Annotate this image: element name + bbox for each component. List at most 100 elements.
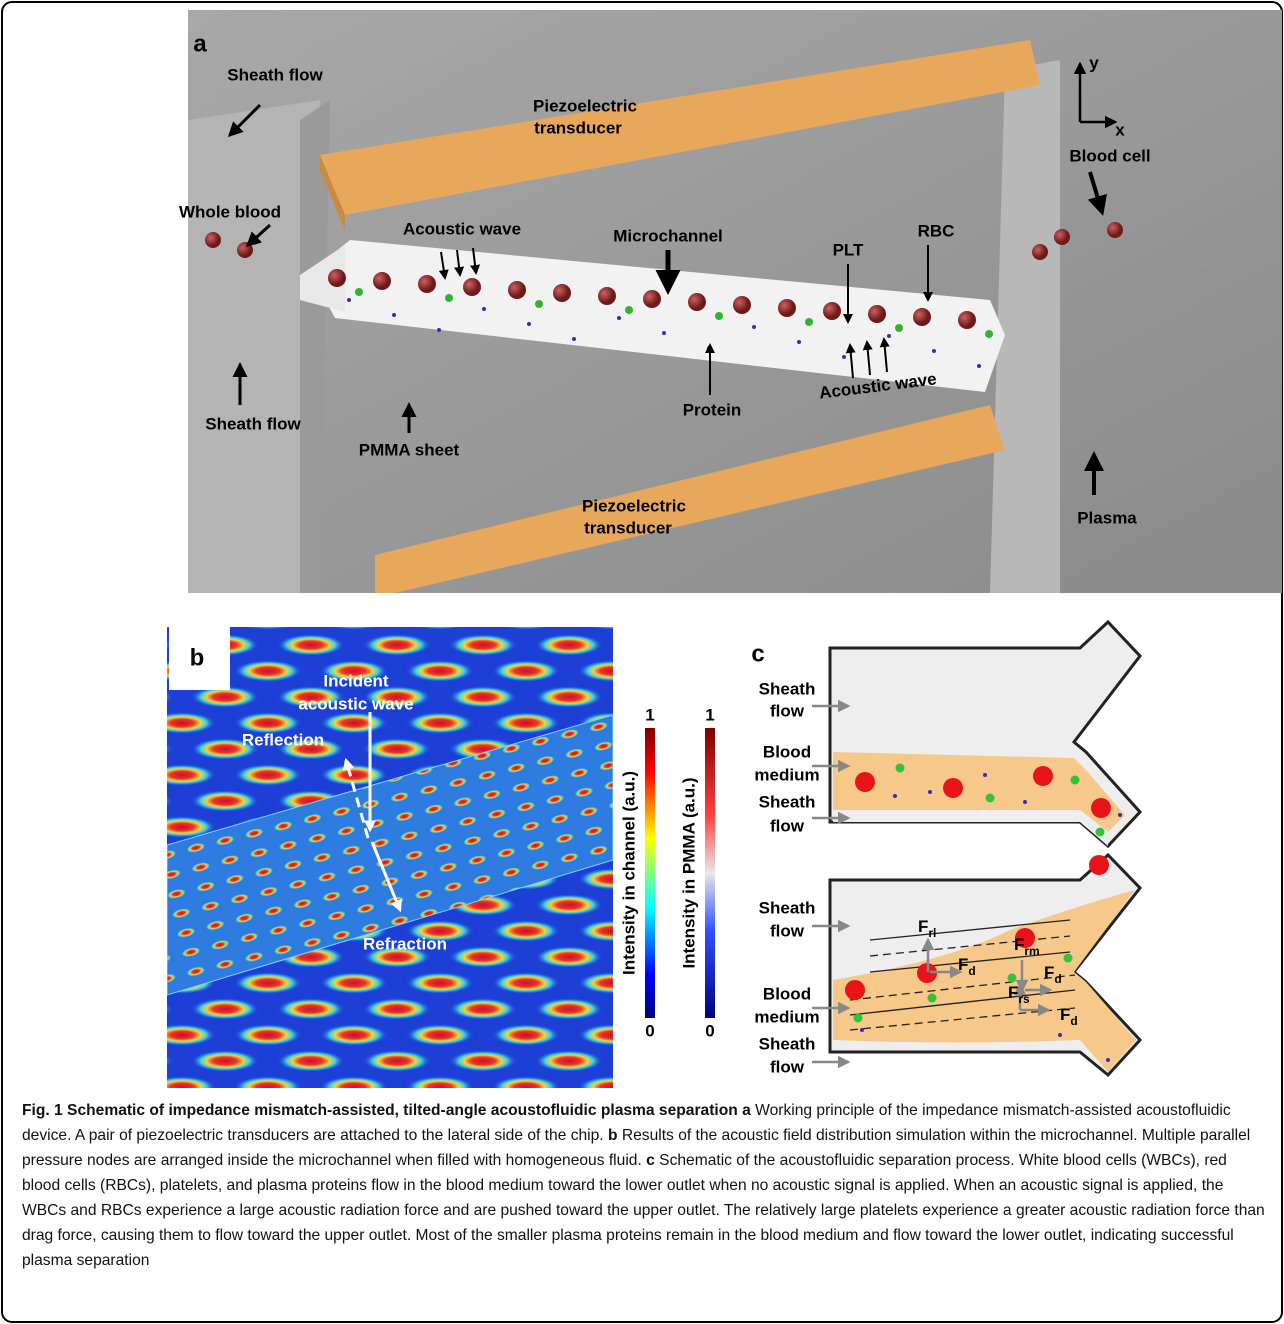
caption-label: c bbox=[646, 1152, 655, 1169]
protein bbox=[977, 364, 981, 368]
protein bbox=[842, 355, 846, 359]
force-subscript: rs bbox=[1018, 992, 1030, 1006]
annotation: Reflection bbox=[242, 730, 324, 749]
red-blood-cell bbox=[205, 232, 221, 248]
protein bbox=[572, 337, 576, 341]
platelet bbox=[895, 324, 903, 332]
axis-label: y bbox=[1089, 53, 1099, 72]
red-blood-cell bbox=[1091, 798, 1111, 818]
force-subscript: d bbox=[1054, 972, 1061, 986]
axis-label: x bbox=[1115, 120, 1125, 139]
label: PLT bbox=[833, 240, 864, 259]
red-blood-cell bbox=[733, 296, 751, 314]
red-blood-cell bbox=[418, 275, 436, 293]
red-blood-cell bbox=[463, 278, 481, 296]
force-symbol: F bbox=[1044, 963, 1054, 982]
platelet bbox=[715, 312, 723, 320]
force-subscript: rl bbox=[928, 926, 936, 940]
red-blood-cell bbox=[508, 281, 526, 299]
protein bbox=[662, 331, 666, 335]
red-blood-cell bbox=[598, 287, 616, 305]
annotation: Refraction bbox=[363, 934, 447, 953]
caption-label: b bbox=[608, 1127, 618, 1144]
label: Microchannel bbox=[613, 226, 723, 245]
label: Sheath bbox=[759, 898, 816, 917]
protein bbox=[1106, 1058, 1110, 1062]
red-blood-cell bbox=[1107, 222, 1123, 238]
force-symbol: F bbox=[1060, 1005, 1070, 1024]
label: medium bbox=[754, 765, 819, 784]
platelet bbox=[1071, 776, 1080, 785]
label: Sheath bbox=[759, 792, 816, 811]
label: Whole blood bbox=[179, 202, 281, 221]
force-subscript: d bbox=[1070, 1014, 1077, 1028]
force-symbol: F bbox=[918, 917, 928, 936]
protein bbox=[1058, 1033, 1062, 1037]
platelet bbox=[445, 294, 453, 302]
colorbar-title: Intensity in channel (a.u.) bbox=[619, 771, 638, 975]
panel-label: a bbox=[193, 30, 207, 57]
red-blood-cell bbox=[1033, 766, 1053, 786]
platelet bbox=[928, 994, 937, 1003]
caption-title: Fig. 1 Schematic of impedance mismatch-a… bbox=[22, 1102, 738, 1119]
label: Sheath bbox=[759, 679, 816, 698]
force-symbol: F bbox=[958, 955, 968, 974]
platelet bbox=[854, 1014, 863, 1023]
label: flow bbox=[770, 1057, 805, 1076]
protein bbox=[887, 334, 891, 338]
red-blood-cell bbox=[845, 980, 865, 1000]
platelet bbox=[535, 300, 543, 308]
protein bbox=[527, 322, 531, 326]
label: PMMA sheet bbox=[359, 440, 460, 459]
colorbar bbox=[645, 728, 655, 1018]
label: Piezoelectric bbox=[533, 96, 637, 115]
red-blood-cell bbox=[1032, 244, 1048, 260]
red-blood-cell bbox=[855, 772, 875, 792]
protein bbox=[1118, 813, 1122, 817]
platelet bbox=[625, 306, 633, 314]
protein bbox=[392, 313, 396, 317]
red-blood-cell bbox=[823, 302, 841, 320]
red-blood-cell bbox=[943, 778, 963, 798]
platelet bbox=[355, 288, 363, 296]
label: Piezoelectric bbox=[582, 496, 686, 515]
colorbar-max: 1 bbox=[645, 705, 654, 724]
protein bbox=[617, 316, 621, 320]
label: Sheath flow bbox=[227, 65, 323, 84]
protein bbox=[797, 340, 801, 344]
label: Sheath flow bbox=[205, 414, 301, 433]
label: flow bbox=[770, 701, 805, 720]
panel-a: a y x Sheath flow Piezoelectric transduc… bbox=[179, 10, 1282, 593]
label: Blood bbox=[763, 742, 811, 761]
protein bbox=[932, 349, 936, 353]
panel-b: b Incident acoustic wave Reflection Refr… bbox=[167, 627, 715, 1088]
colorbar-min: 0 bbox=[645, 1021, 654, 1040]
protein bbox=[983, 773, 987, 777]
red-blood-cell bbox=[1054, 229, 1070, 245]
platelet bbox=[1096, 828, 1105, 837]
red-blood-cell bbox=[553, 284, 571, 302]
label: transducer bbox=[534, 118, 622, 137]
caption-text: Schematic of the acoustofluidic separati… bbox=[22, 1152, 1265, 1269]
panel-c: c Sheath flow Blood medium Sheath flow Sheath f… bbox=[751, 622, 1140, 1076]
red-blood-cell bbox=[688, 293, 706, 311]
protein bbox=[482, 307, 486, 311]
protein bbox=[928, 790, 932, 794]
red-blood-cell bbox=[868, 305, 886, 323]
red-blood-cell bbox=[328, 269, 346, 287]
red-blood-cell bbox=[778, 299, 796, 317]
annotation: Incident bbox=[323, 671, 389, 690]
platelet bbox=[805, 318, 813, 326]
red-blood-cell bbox=[1089, 855, 1109, 875]
panel-label: c bbox=[751, 640, 764, 667]
label: Blood cell bbox=[1069, 146, 1150, 165]
label: flow bbox=[770, 921, 805, 940]
force-subscript: d bbox=[968, 964, 975, 978]
label: flow bbox=[770, 816, 805, 835]
protein bbox=[1023, 800, 1027, 804]
platelet bbox=[1064, 954, 1073, 963]
protein bbox=[752, 325, 756, 329]
caption-label: a bbox=[742, 1102, 751, 1119]
label: Blood bbox=[763, 984, 811, 1003]
protein bbox=[347, 298, 351, 302]
